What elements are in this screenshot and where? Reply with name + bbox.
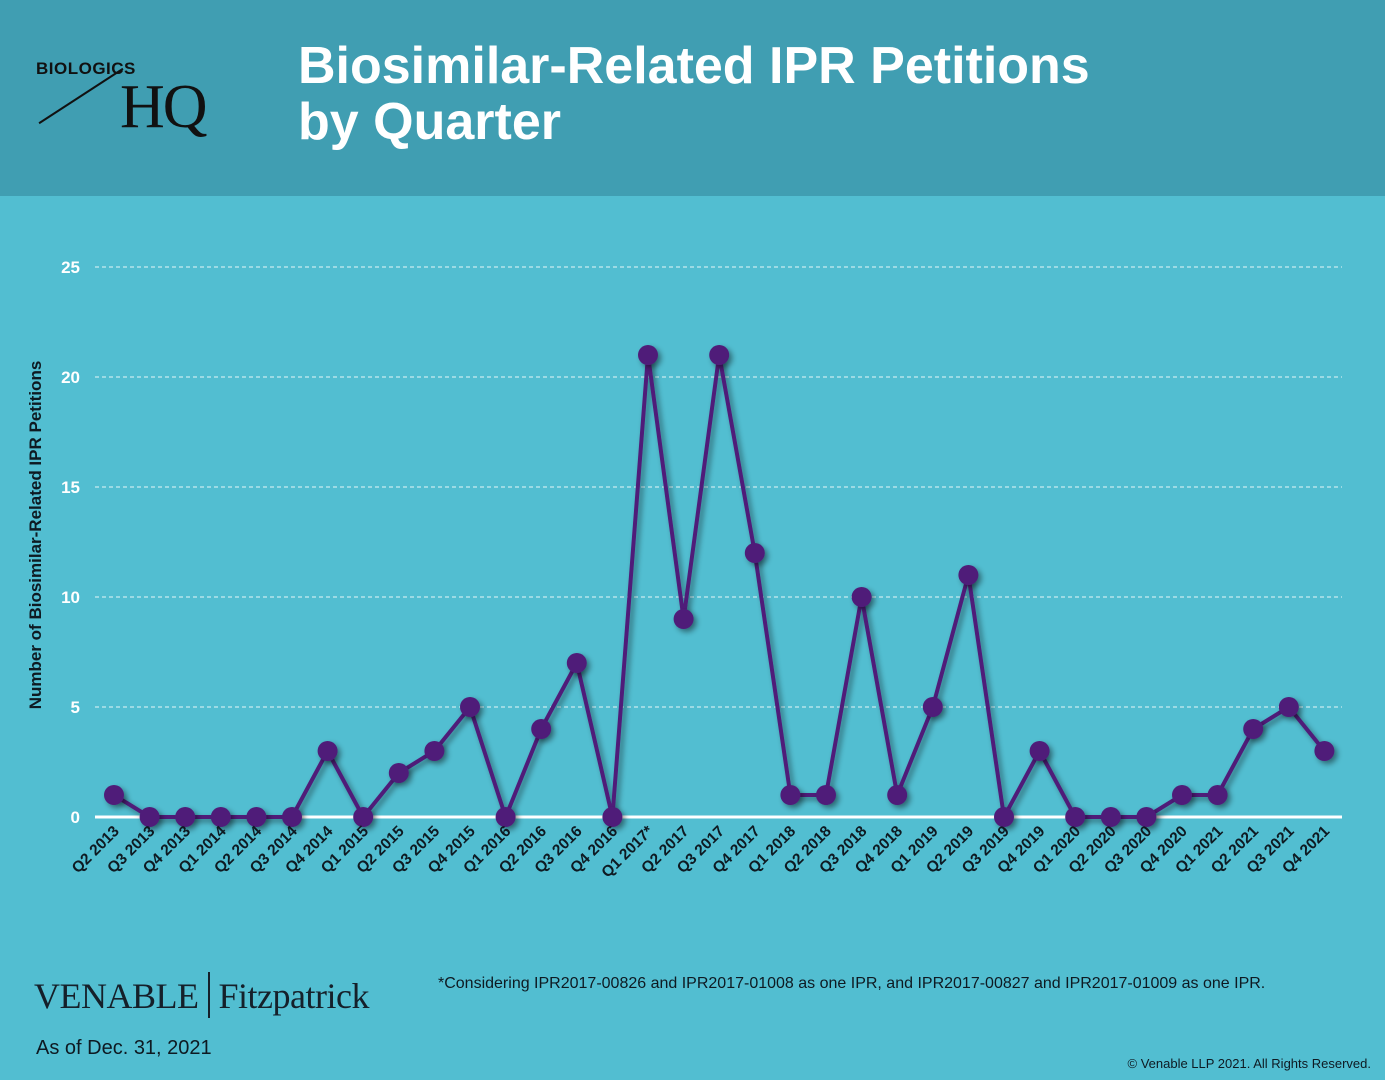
data-point <box>210 807 231 827</box>
footnote: *Considering IPR2017-00826 and IPR2017-0… <box>438 975 1266 992</box>
data-point <box>1172 785 1192 805</box>
venable-fitzpatrick-logo: VENABLE Fitzpatrick <box>34 972 369 1018</box>
title-line-2: by Quarter <box>298 93 561 151</box>
data-point <box>1207 785 1228 805</box>
data-point <box>780 785 801 805</box>
series-line <box>112 353 1326 819</box>
data-point <box>1243 719 1264 739</box>
data-point <box>1136 807 1157 827</box>
series-polyline <box>112 353 1326 819</box>
y-tick-labels: 0 5 10 15 20 25 <box>61 258 80 827</box>
data-point <box>282 807 302 827</box>
data-point <box>851 587 872 607</box>
data-point <box>922 697 943 717</box>
data-point <box>673 609 694 629</box>
data-point <box>638 345 658 365</box>
data-point <box>175 807 196 827</box>
y-tick-label: 25 <box>61 258 80 277</box>
logo-main-text: HQ <box>120 73 208 141</box>
header-banner: BIOLOGICS HQ Biosimilar-Related IPR Peti… <box>0 0 1385 196</box>
y-tick-label: 20 <box>61 368 80 387</box>
data-point <box>1029 741 1050 761</box>
copyright-notice: © Venable LLP 2021. All Rights Reserved. <box>1127 1056 1372 1071</box>
data-point <box>1314 741 1335 761</box>
data-point <box>994 807 1014 827</box>
data-points <box>104 345 1335 827</box>
data-point <box>353 807 374 827</box>
biologics-hq-logo: BIOLOGICS HQ <box>30 40 250 160</box>
data-point <box>887 785 908 805</box>
y-tick-label: 0 <box>71 808 80 827</box>
data-point <box>104 785 124 805</box>
firm-separator <box>208 972 211 1018</box>
data-point <box>744 543 765 563</box>
y-axis-label: Number of Biosimilar-Related IPR Petitio… <box>26 361 45 710</box>
data-point <box>709 345 730 365</box>
y-tick-label: 10 <box>61 588 80 607</box>
data-point <box>531 719 552 739</box>
logo-top-text: BIOLOGICS <box>36 59 136 78</box>
data-point <box>460 697 480 717</box>
y-tick-label: 5 <box>71 698 80 717</box>
data-point <box>602 807 623 827</box>
data-point <box>1065 807 1086 827</box>
data-point <box>816 785 836 805</box>
title-line-1: Biosimilar-Related IPR Petitions <box>298 37 1090 95</box>
data-point <box>246 807 267 827</box>
data-point <box>317 741 338 761</box>
data-point <box>388 763 409 783</box>
data-point <box>1278 697 1299 717</box>
as-of-date: As of Dec. 31, 2021 <box>36 1037 212 1059</box>
data-point <box>958 565 979 585</box>
data-point <box>139 807 160 827</box>
page-title: Biosimilar-Related IPR Petitions by Quar… <box>298 38 1090 150</box>
data-point <box>566 653 587 673</box>
data-point <box>495 807 516 827</box>
data-point <box>424 741 445 761</box>
firm-name-left: VENABLE <box>34 976 199 1016</box>
data-point <box>1100 807 1121 827</box>
y-tick-label: 15 <box>61 478 80 497</box>
firm-name-right: Fitzpatrick <box>218 976 369 1016</box>
